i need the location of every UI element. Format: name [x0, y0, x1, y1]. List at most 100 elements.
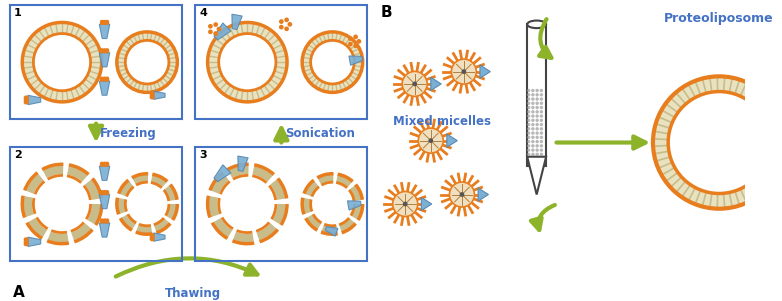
Polygon shape	[775, 134, 782, 151]
Circle shape	[105, 219, 109, 224]
Circle shape	[536, 153, 539, 156]
Polygon shape	[99, 81, 109, 95]
Circle shape	[536, 106, 539, 109]
Circle shape	[536, 101, 539, 105]
Circle shape	[450, 182, 475, 207]
Circle shape	[102, 163, 106, 167]
Polygon shape	[447, 134, 457, 147]
Circle shape	[102, 76, 106, 81]
Circle shape	[105, 163, 109, 167]
Circle shape	[531, 127, 535, 131]
Circle shape	[208, 29, 213, 34]
Circle shape	[527, 93, 530, 97]
Polygon shape	[232, 14, 242, 29]
Circle shape	[536, 93, 539, 97]
Circle shape	[213, 22, 218, 27]
Polygon shape	[99, 223, 109, 237]
Polygon shape	[349, 56, 363, 65]
Circle shape	[105, 218, 109, 222]
Circle shape	[105, 20, 109, 24]
Text: 2: 2	[14, 150, 22, 160]
Circle shape	[540, 123, 543, 126]
Circle shape	[418, 128, 443, 153]
Bar	[527, 24, 546, 166]
FancyArrowPatch shape	[116, 258, 257, 277]
Polygon shape	[214, 23, 231, 40]
Circle shape	[531, 131, 535, 135]
Circle shape	[527, 131, 530, 135]
Polygon shape	[99, 24, 109, 39]
Circle shape	[527, 140, 530, 143]
Circle shape	[151, 233, 155, 237]
FancyArrowPatch shape	[531, 205, 555, 230]
Circle shape	[217, 27, 221, 31]
Circle shape	[527, 97, 530, 101]
Circle shape	[461, 69, 466, 74]
Circle shape	[531, 101, 535, 105]
Circle shape	[25, 100, 29, 104]
Text: 3: 3	[199, 150, 206, 160]
Circle shape	[23, 100, 28, 104]
Circle shape	[105, 190, 109, 194]
Circle shape	[25, 242, 29, 246]
Polygon shape	[347, 201, 361, 210]
Circle shape	[100, 48, 104, 52]
Text: Sonication: Sonication	[285, 127, 355, 140]
Bar	[10, 147, 182, 261]
Circle shape	[353, 43, 358, 48]
Circle shape	[531, 97, 535, 101]
FancyArrowPatch shape	[539, 19, 551, 58]
Circle shape	[540, 114, 543, 118]
Circle shape	[531, 89, 535, 92]
Circle shape	[536, 140, 539, 143]
Circle shape	[527, 106, 530, 109]
Circle shape	[100, 78, 104, 82]
Circle shape	[531, 153, 535, 156]
Circle shape	[100, 21, 104, 25]
Circle shape	[527, 123, 530, 126]
Circle shape	[102, 162, 106, 166]
Circle shape	[149, 91, 154, 95]
Circle shape	[151, 235, 155, 239]
Circle shape	[23, 240, 28, 244]
Text: A: A	[13, 285, 24, 300]
Circle shape	[531, 140, 535, 143]
Circle shape	[531, 136, 535, 139]
Circle shape	[540, 110, 543, 113]
Polygon shape	[99, 53, 109, 67]
Circle shape	[284, 26, 289, 31]
Polygon shape	[28, 95, 41, 105]
Circle shape	[531, 144, 535, 147]
Circle shape	[23, 98, 28, 102]
Circle shape	[25, 237, 29, 241]
Polygon shape	[480, 65, 490, 78]
Circle shape	[429, 138, 433, 143]
Circle shape	[536, 89, 539, 92]
Circle shape	[151, 91, 155, 95]
Polygon shape	[99, 166, 109, 180]
Text: B: B	[381, 5, 393, 20]
Circle shape	[527, 89, 530, 92]
Circle shape	[527, 101, 530, 105]
Circle shape	[279, 25, 284, 29]
Circle shape	[540, 89, 543, 92]
Circle shape	[540, 153, 543, 156]
Circle shape	[105, 48, 109, 52]
Bar	[196, 147, 368, 261]
Circle shape	[105, 78, 109, 82]
Circle shape	[102, 49, 106, 54]
Circle shape	[348, 42, 353, 46]
Circle shape	[102, 78, 106, 82]
Circle shape	[100, 191, 104, 195]
Polygon shape	[154, 91, 165, 99]
Polygon shape	[478, 188, 489, 201]
Circle shape	[208, 24, 213, 29]
Circle shape	[102, 48, 106, 52]
Circle shape	[105, 21, 109, 25]
Circle shape	[451, 59, 476, 84]
Circle shape	[213, 31, 218, 36]
Circle shape	[102, 218, 106, 222]
Circle shape	[412, 82, 417, 86]
Circle shape	[102, 191, 106, 195]
Circle shape	[100, 20, 104, 24]
